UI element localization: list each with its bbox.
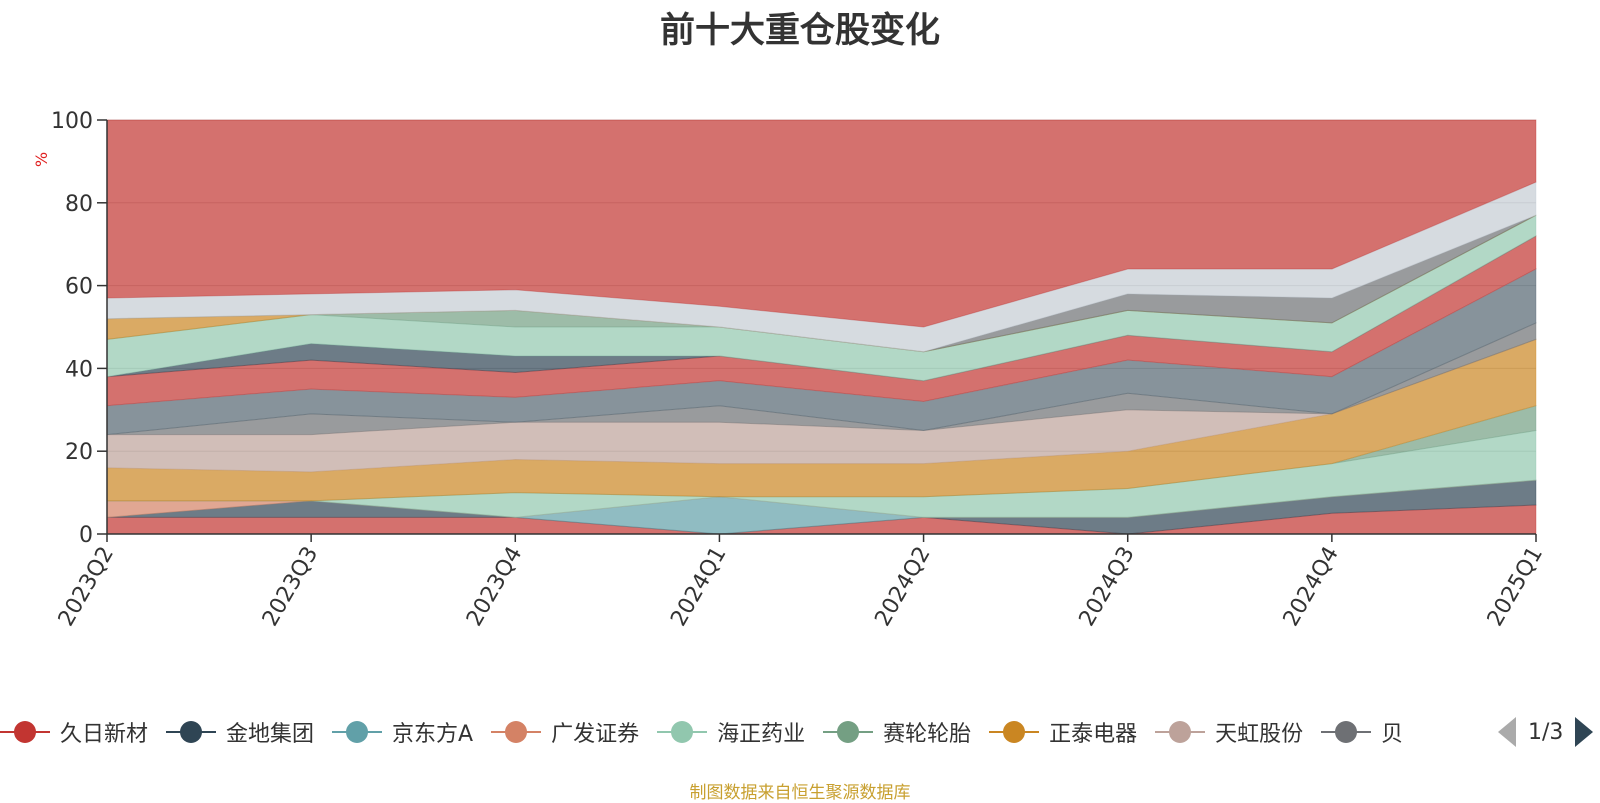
y-tick-label: 80 (65, 192, 93, 217)
area-series-7 (106, 338, 1537, 502)
legend-marker-icon (989, 720, 1040, 744)
x-tick-label: 2023Q3 (258, 543, 323, 631)
legend-item-7[interactable]: 正泰电器 (989, 712, 1137, 752)
legend-marker-icon (1321, 720, 1372, 744)
y-tick-label: 0 (79, 523, 93, 548)
legend-label: 京东方A (392, 722, 474, 747)
legend-label: 广发证券 (551, 722, 640, 747)
chart-title: 前十大重仓股变化 (659, 11, 940, 51)
area-series-2 (106, 479, 1537, 535)
legend-item-5[interactable]: 海正药业 (657, 712, 805, 752)
x-tick-label: 2025Q1 (1483, 543, 1548, 631)
legend-page-indicator: 1/3 (1528, 719, 1564, 745)
legend-next-page-icon[interactable] (1575, 717, 1594, 747)
legend-marker-icon (332, 720, 383, 744)
legend-label: 正泰电器 (1049, 722, 1138, 747)
legend-prev-page-icon[interactable] (1498, 717, 1516, 747)
y-tick-label: 100 (51, 109, 93, 134)
legend-item-9[interactable]: 贝 (1321, 712, 1403, 752)
data-source-note: 制图数据来自恒生聚源数据库 (689, 783, 911, 803)
area-series-19 (106, 119, 1537, 328)
legend-item-8[interactable]: 天虹股份 (1155, 712, 1303, 752)
legend-marker-icon (1155, 720, 1206, 744)
legend-label: 久日新材 (60, 722, 149, 747)
legend-label: 天虹股份 (1215, 722, 1304, 747)
legend-marker-icon (491, 720, 542, 744)
legend-marker-icon (166, 720, 217, 744)
legend-item-6[interactable]: 赛轮轮胎 (823, 712, 971, 752)
legend-label: 赛轮轮胎 (883, 722, 972, 747)
legend-item-2[interactable]: 金地集团 (166, 712, 314, 752)
legend-marker-icon (0, 720, 50, 744)
area-series-group (106, 119, 1537, 535)
legend-item-3[interactable]: 京东方A (332, 712, 473, 752)
y-tick-label: 40 (65, 357, 93, 382)
x-tick-label: 2024Q3 (1075, 543, 1140, 631)
y-tick-label: 60 (65, 275, 93, 300)
legend-label: 贝 (1381, 722, 1404, 747)
legend-item-4[interactable]: 广发证券 (491, 712, 639, 752)
chart-svg: 0 20 40 60 80 100 2023Q2 2023Q3 2023Q4 2024Q1 2024… (51, 109, 1548, 631)
legend-label: 海正药业 (717, 722, 806, 747)
legend-pager: 1/3 (1498, 712, 1594, 752)
y-tick-label: 20 (65, 440, 93, 465)
legend-marker-icon (657, 720, 708, 744)
x-tick-label: 2023Q2 (54, 543, 119, 631)
x-tick-label: 2024Q2 (870, 543, 935, 631)
x-tick-label: 2023Q4 (462, 543, 527, 631)
legend-item-1[interactable]: 久日新材 (0, 712, 148, 752)
x-tick-label: 2024Q4 (1279, 543, 1344, 631)
legend-label: 金地集团 (226, 722, 315, 747)
legend: 久日新材 金地集团 京东方A 广发证券 海正药业 赛轮轮胎 (0, 712, 1480, 752)
area-series-10 (106, 268, 1537, 436)
area-series-18 (106, 181, 1537, 353)
legend-marker-icon (823, 720, 874, 744)
x-tick-label: 2024Q1 (666, 543, 731, 631)
